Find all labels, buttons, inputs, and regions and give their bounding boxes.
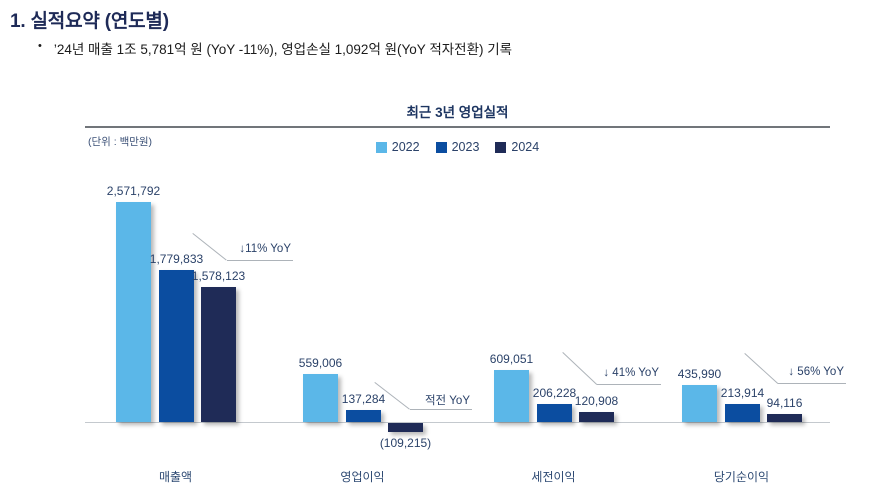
bar-value-2023-영업이익: 137,284: [341, 392, 386, 406]
bar-value-2023-세전이익: 206,228: [532, 386, 577, 400]
bar-2022-당기순이익: [682, 385, 717, 422]
category-label-세전이익: 세전이익: [531, 470, 576, 484]
annotation-text-당기순이익: ↓ 56% YoY: [788, 366, 844, 378]
summary-bullet-text: ’24년 매출 1조 5,781억 원 (YoY -11%), 영업손실 1,0…: [53, 42, 513, 57]
title-underline: [85, 126, 830, 128]
chart-title: 최근 3년 영업실적: [406, 105, 509, 120]
bar-2023-영업이익: [346, 410, 381, 422]
legend-item-2024: 2024: [495, 140, 539, 154]
bar-value-2023-당기순이익: 213,914: [720, 386, 765, 400]
page-title: 1. 실적요약 (연도별): [10, 11, 169, 32]
bar-value-2022-당기순이익: 435,990: [677, 367, 722, 381]
category-label-매출액: 매출액: [158, 470, 193, 484]
annotation-text-영업이익: 적전 YoY: [424, 395, 470, 407]
unit-label: (단위 : 백만원): [88, 136, 153, 148]
legend-label: 2023: [451, 140, 480, 154]
bullet-marker-icon: •: [38, 40, 42, 52]
bar-2024-매출액: [201, 287, 236, 422]
category-label-당기순이익: 당기순이익: [713, 470, 770, 484]
bar-2024-세전이익: [579, 412, 614, 422]
bar-2022-영업이익: [303, 374, 338, 422]
legend-label: 2024: [511, 140, 540, 154]
legend-item-2022: 2022: [375, 140, 420, 154]
bar-2024-영업이익: [388, 423, 423, 432]
annotation-text-매출액: ↓11% YoY: [239, 243, 291, 255]
chart-legend: 2022 2023 2024: [85, 139, 830, 155]
summary-bullet: • ’24년 매출 1조 5,781억 원 (YoY -11%), 영업손실 1…: [38, 38, 858, 58]
bar-2022-매출액: [116, 202, 151, 422]
annotation-underline: [227, 260, 293, 261]
bar-2024-당기순이익: [767, 414, 802, 422]
annotation-underline: [778, 383, 846, 384]
legend-swatch-icon: [495, 141, 507, 153]
bar-value-2022-영업이익: 559,006: [298, 356, 343, 370]
legend-label: 2022: [391, 140, 420, 154]
bar-2023-세전이익: [537, 404, 572, 422]
bar-value-2024-당기순이익: 94,116: [766, 396, 803, 410]
bar-2022-세전이익: [494, 370, 529, 422]
bar-value-2024-영업이익: (109,215): [379, 436, 432, 450]
bar-2023-당기순이익: [725, 404, 760, 422]
bar-value-2023-매출액: 1,779,833: [149, 252, 204, 266]
legend-swatch-icon: [375, 141, 387, 153]
annotation-underline: [597, 384, 661, 385]
bar-value-2022-매출액: 2,571,792: [106, 184, 161, 198]
legend-swatch-icon: [435, 141, 447, 153]
annotation-underline: [410, 409, 472, 410]
bar-value-2024-세전이익: 120,908: [574, 394, 619, 408]
legend-item-2023: 2023: [435, 140, 480, 154]
x-axis-baseline: [85, 422, 830, 423]
annotation-text-세전이익: ↓ 41% YoY: [603, 367, 659, 379]
bar-value-2022-세전이익: 609,051: [489, 352, 534, 366]
bar-2023-매출액: [159, 270, 194, 422]
category-label-영업이익: 영업이익: [340, 470, 385, 484]
bar-value-2024-매출액: 1,578,123: [191, 269, 246, 283]
